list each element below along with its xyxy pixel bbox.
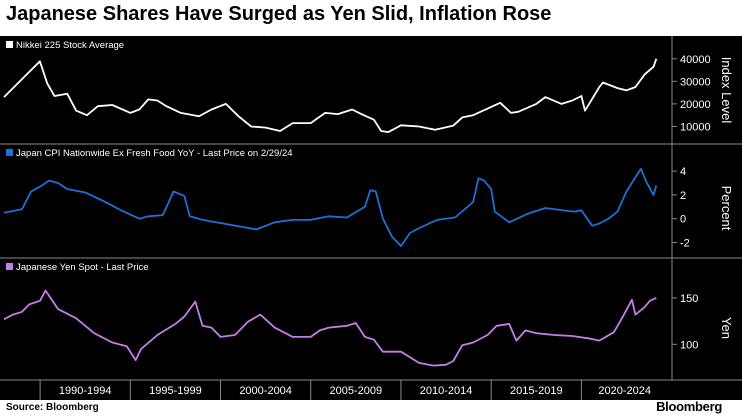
bloomberg-logo: Bloomberg bbox=[656, 399, 722, 414]
legend-label-yen: Japanese Yen Spot - Last Price bbox=[16, 262, 149, 273]
x-tick-label: 2020-2024 bbox=[598, 385, 651, 397]
legend-label-cpi: Japan CPI Nationwide Ex Fresh Food YoY -… bbox=[16, 148, 293, 159]
series-line-yen bbox=[3, 289, 657, 367]
y-tick-label-yen: 100 bbox=[680, 339, 698, 351]
x-tick-label: 2000-2004 bbox=[239, 385, 292, 397]
y-tick-label-cpi: 4 bbox=[680, 166, 686, 178]
legend-swatch-cpi bbox=[6, 149, 13, 156]
chart-plot-area: Nikkei 225 Stock Average 10000 20000 30000 4… bbox=[0, 36, 742, 400]
y-tick-label-cpi: -2 bbox=[680, 237, 690, 249]
y-tick-label-cpi: 2 bbox=[680, 190, 686, 202]
legend-label-nikkei: Nikkei 225 Stock Average bbox=[16, 40, 124, 51]
chart-svg: Nikkei 225 Stock Average 10000 20000 30000 4… bbox=[0, 36, 742, 400]
x-tick-label: 1995-1999 bbox=[149, 385, 202, 397]
x-tick-label: 2005-2009 bbox=[330, 385, 383, 397]
y-tick-label-nikkei: 20000 bbox=[680, 99, 711, 111]
y-tick-label-nikkei: 30000 bbox=[680, 76, 711, 88]
legend-swatch-yen bbox=[6, 263, 13, 270]
series-line-nikkei bbox=[3, 58, 658, 133]
chart-title: Japanese Shares Have Surged as Yen Slid,… bbox=[6, 3, 552, 25]
x-tick-label: 1990-1994 bbox=[59, 385, 112, 397]
y-tick-label-nikkei: 40000 bbox=[680, 54, 711, 66]
y-tick-label-cpi: 0 bbox=[680, 214, 686, 226]
x-tick-label: 2010-2014 bbox=[420, 385, 473, 397]
y-axis-label-cpi: Percent bbox=[719, 186, 734, 231]
y-tick-label-nikkei: 10000 bbox=[680, 121, 711, 133]
x-tick-label: 2015-2019 bbox=[510, 385, 563, 397]
source-note: Source: Bloomberg bbox=[6, 402, 99, 413]
y-tick-label-yen: 150 bbox=[680, 293, 698, 305]
series-line-cpi bbox=[3, 167, 658, 248]
legend-swatch-nikkei bbox=[6, 41, 13, 48]
y-axis-label-yen: Yen bbox=[719, 317, 734, 339]
y-axis-label-nikkei: Index Level bbox=[719, 57, 734, 124]
